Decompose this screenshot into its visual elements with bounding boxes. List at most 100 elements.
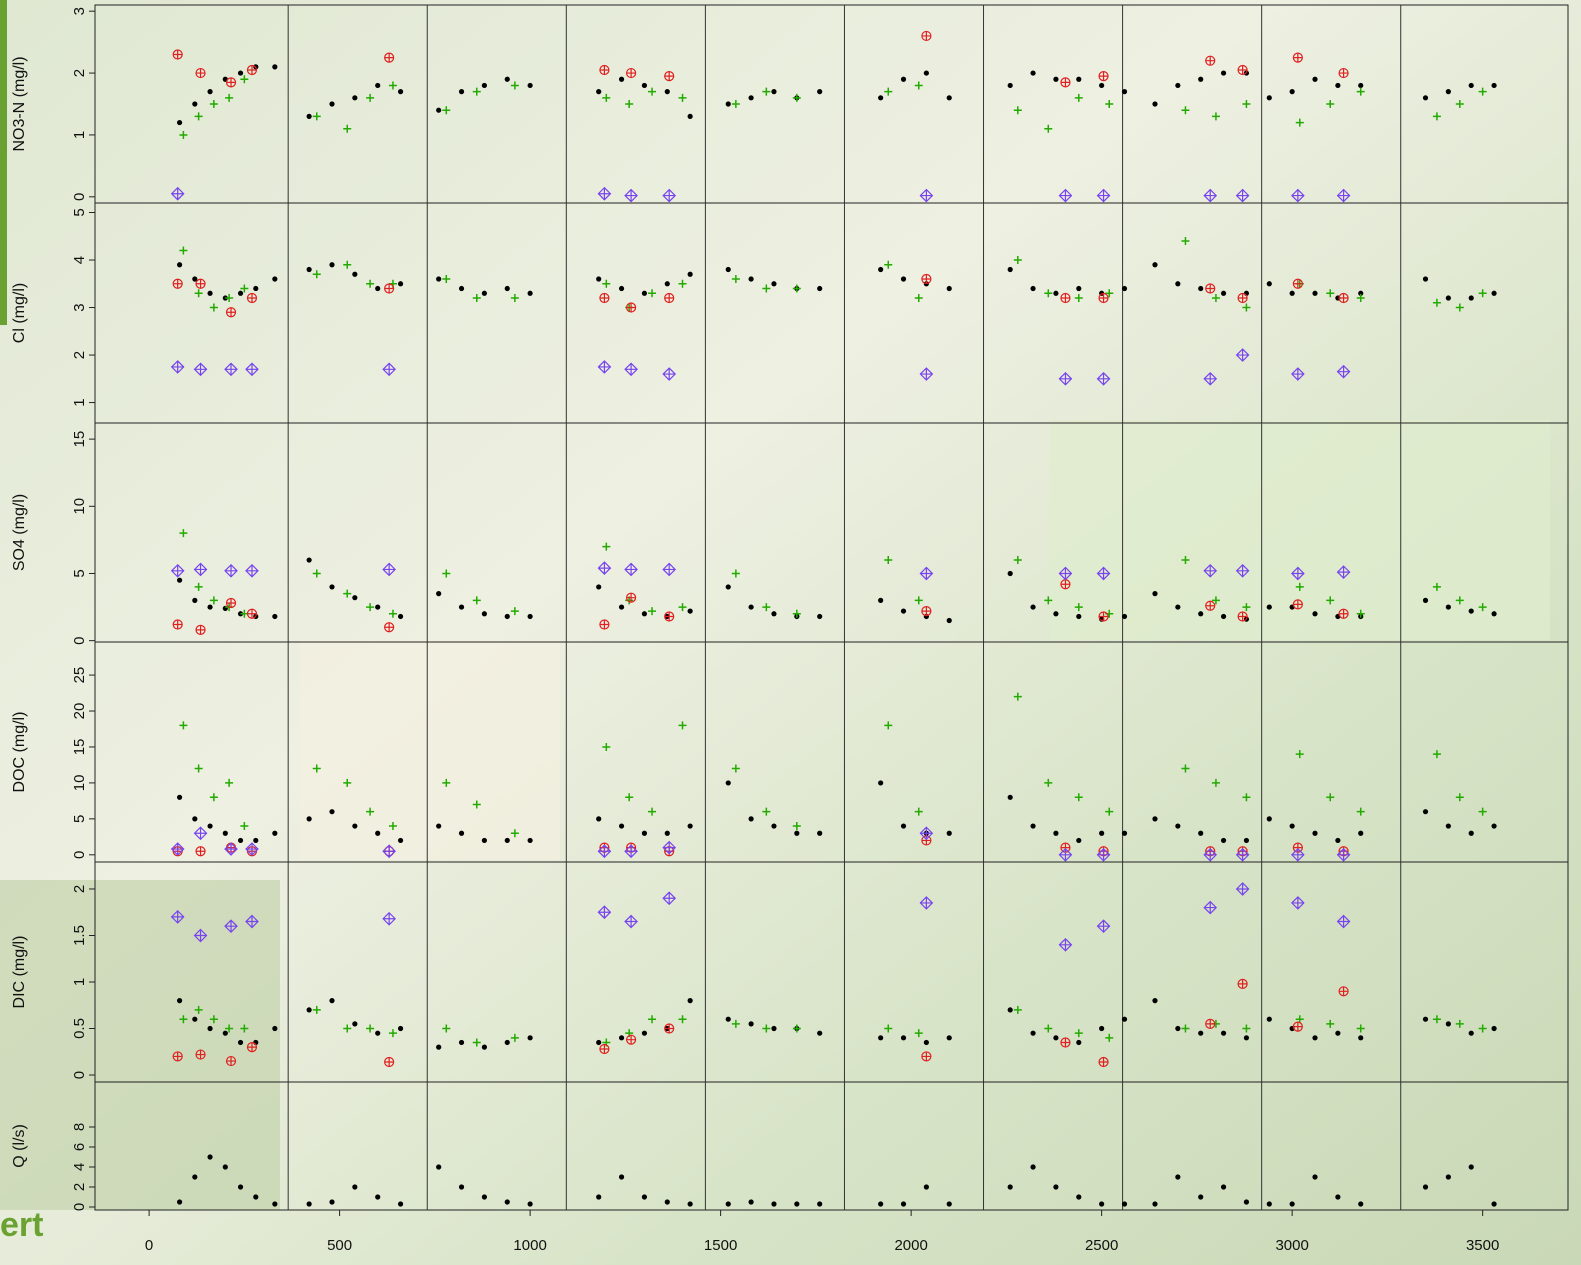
point <box>600 1044 609 1053</box>
point <box>1267 95 1272 100</box>
point <box>688 998 693 1003</box>
point <box>947 831 952 836</box>
point <box>771 611 776 616</box>
point <box>247 294 256 303</box>
point <box>1491 291 1496 296</box>
point <box>482 1045 487 1050</box>
point <box>247 1043 256 1052</box>
point <box>173 279 182 288</box>
point <box>1312 1174 1317 1179</box>
point <box>1152 998 1157 1003</box>
point <box>947 95 952 100</box>
point <box>1175 823 1180 828</box>
point <box>482 611 487 616</box>
point <box>1244 1035 1249 1040</box>
point <box>329 809 334 814</box>
point <box>1152 1201 1157 1206</box>
point <box>459 89 464 94</box>
point <box>771 281 776 286</box>
point <box>1076 286 1081 291</box>
point <box>253 1194 258 1199</box>
x-tick-label: 0 <box>145 1237 153 1254</box>
point <box>1099 294 1108 303</box>
point <box>1312 77 1317 82</box>
point <box>922 1052 931 1061</box>
point <box>749 1021 754 1026</box>
point <box>901 276 906 281</box>
point <box>1053 831 1058 836</box>
point <box>1267 816 1272 821</box>
point <box>1030 823 1035 828</box>
point <box>196 279 205 288</box>
y-axis-label: SO4 (mg/l) <box>11 494 28 571</box>
point <box>924 1040 929 1045</box>
point <box>247 609 256 618</box>
point <box>528 1201 533 1206</box>
point <box>1491 1026 1496 1031</box>
point <box>665 281 670 286</box>
y-tick-label: 15 <box>71 431 88 448</box>
point <box>272 614 277 619</box>
point <box>1267 281 1272 286</box>
point <box>1198 1031 1203 1036</box>
point <box>665 72 674 81</box>
point <box>749 95 754 100</box>
y-tick-label: 15 <box>71 739 88 756</box>
point <box>1290 1201 1295 1206</box>
point <box>398 614 403 619</box>
point <box>398 281 403 286</box>
point <box>1122 89 1127 94</box>
y-tick-label: 4 <box>71 1163 88 1171</box>
point <box>1221 70 1226 75</box>
point <box>1099 1058 1108 1067</box>
point <box>1312 831 1317 836</box>
point <box>1198 1194 1203 1199</box>
point <box>924 70 929 75</box>
point <box>619 77 624 82</box>
point <box>1053 1035 1058 1040</box>
point <box>1469 608 1474 613</box>
point <box>352 823 357 828</box>
point <box>817 831 822 836</box>
point <box>1053 611 1058 616</box>
point <box>329 584 334 589</box>
point <box>329 262 334 267</box>
y-tick-label: 2 <box>71 351 88 359</box>
point <box>528 1035 533 1040</box>
point <box>922 275 931 284</box>
point <box>1008 571 1013 576</box>
point <box>352 1021 357 1026</box>
point <box>665 1199 670 1204</box>
point <box>642 1031 647 1036</box>
point <box>207 604 212 609</box>
point <box>1293 53 1302 62</box>
point <box>307 267 312 272</box>
point <box>1335 838 1340 843</box>
point <box>398 1201 403 1206</box>
point <box>1267 604 1272 609</box>
point <box>665 831 670 836</box>
point <box>665 89 670 94</box>
point <box>1099 831 1104 836</box>
point <box>459 831 464 836</box>
point <box>901 1201 906 1206</box>
point <box>817 614 822 619</box>
point <box>1238 979 1247 988</box>
point <box>505 286 510 291</box>
point <box>1122 1201 1127 1206</box>
point <box>459 286 464 291</box>
point <box>901 77 906 82</box>
point <box>688 608 693 613</box>
point <box>924 1184 929 1189</box>
point <box>642 1194 647 1199</box>
point <box>688 114 693 119</box>
point <box>619 823 624 828</box>
point <box>1061 580 1070 589</box>
point <box>398 89 403 94</box>
point <box>177 262 182 267</box>
point <box>375 831 380 836</box>
point <box>385 53 394 62</box>
point <box>922 607 931 616</box>
point <box>688 272 693 277</box>
point <box>1358 1201 1363 1206</box>
